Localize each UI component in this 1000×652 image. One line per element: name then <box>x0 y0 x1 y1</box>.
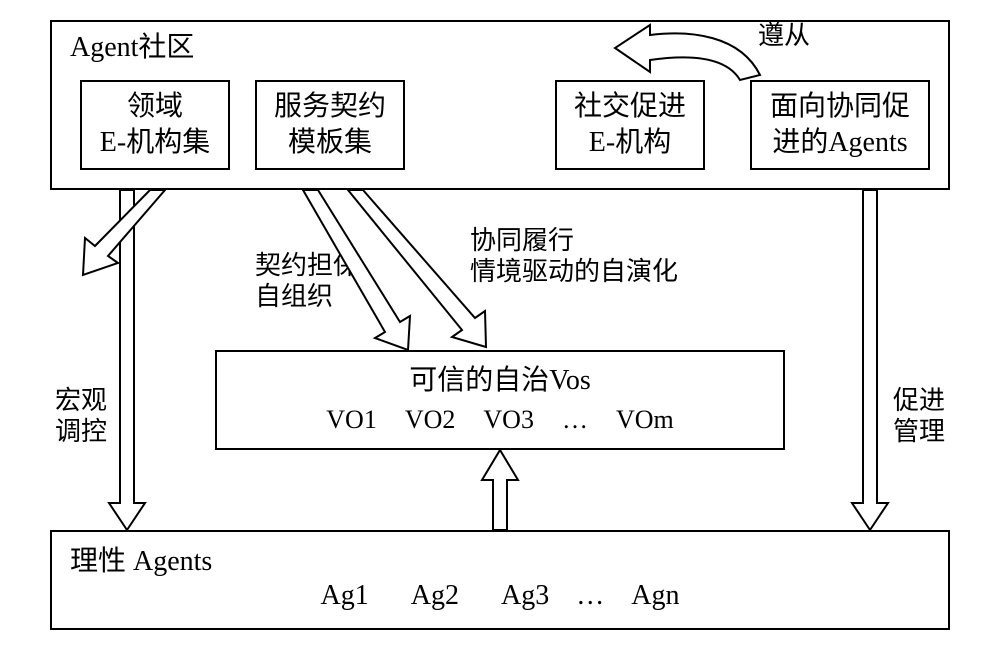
vo-item: VOm <box>616 403 674 437</box>
domain-e-down-arrow <box>83 190 165 275</box>
domain-e-line1: 领域 <box>127 89 183 125</box>
agent-community-title: Agent社区 <box>70 30 194 66</box>
collab-agents-line2: 进的Agents <box>772 125 907 161</box>
macro-control-label: 宏观 调控 <box>55 385 107 447</box>
domain-e-line2: E-机构集 <box>100 125 210 161</box>
service-contract-line2: 模板集 <box>288 125 372 161</box>
agent-item: Ag3 <box>501 578 549 614</box>
vo-item: VO3 <box>483 403 534 437</box>
agent-item: Agn <box>631 578 679 614</box>
comply-label: 遵从 <box>758 20 810 51</box>
service-contract-box: 服务契约 模板集 <box>255 80 405 170</box>
collab-agents-box: 面向协同促 进的Agents <box>750 80 930 170</box>
social-e-line2: E-机构 <box>589 125 671 161</box>
collab-agents-line1: 面向协同促 <box>770 89 910 125</box>
trusted-vos-box: 可信的自治Vos VO1 VO2 VO3 … VOm <box>215 350 785 450</box>
promote-manage-label: 促进 管理 <box>893 385 945 447</box>
trusted-vos-title: 可信的自治Vos <box>409 363 591 399</box>
promote-manage-arrow <box>852 190 888 530</box>
contract-guarantee-label: 契约担保 自组织 <box>255 250 359 312</box>
agent-item: … <box>576 578 604 614</box>
social-e-line1: 社交促进 <box>574 89 686 125</box>
collab-execute-label: 协同履行 情境驱动的自演化 <box>470 225 678 287</box>
macro-control-arrow <box>109 190 145 530</box>
vo-item: … <box>562 403 588 437</box>
rational-agents-box: 理性 Agents Ag1 Ag2 Ag3 … Agn <box>50 530 950 630</box>
social-e-box: 社交促进 E-机构 <box>555 80 705 170</box>
vo-item: VO1 <box>326 403 377 437</box>
agent-item: Ag2 <box>411 578 459 614</box>
rational-agents-title: 理性 Agents <box>70 544 212 580</box>
agents-to-vos-arrow <box>482 450 518 530</box>
agent-item: Ag1 <box>321 578 369 614</box>
service-contract-line1: 服务契约 <box>274 89 386 125</box>
service-to-vos-arrow-2 <box>348 190 486 347</box>
vo-item: VO2 <box>405 403 456 437</box>
domain-e-box: 领域 E-机构集 <box>80 80 230 170</box>
